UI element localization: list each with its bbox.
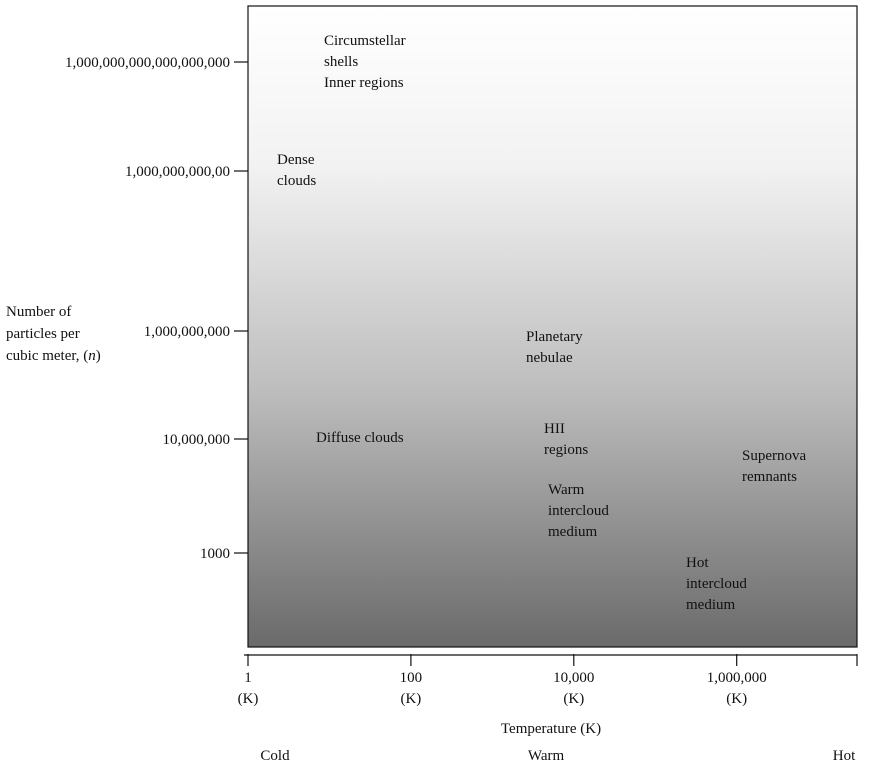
region-label: Diffuse clouds xyxy=(316,430,404,446)
x-tick-label: 100 xyxy=(400,670,423,686)
region-label: Planetary nebulae xyxy=(526,329,583,366)
region-label: Warm intercloud medium xyxy=(548,482,609,540)
extreme-label-hot: Hot xyxy=(833,748,856,764)
y-tick-label: 1,000,000,000,000,000,000 xyxy=(65,55,230,71)
y-tick-label: 1,000,000,000 xyxy=(144,324,230,340)
x-tick-label: 1,000,000 xyxy=(707,670,767,686)
x-axis: 1 (K) 100 (K) 10,000 (K) 1,000,000 (K) xyxy=(238,654,858,707)
extreme-label-warm: Warm xyxy=(528,748,565,764)
x-tick-unit: (K) xyxy=(563,691,584,707)
plot-area xyxy=(247,5,858,648)
x-tick-label: 1 xyxy=(244,670,252,686)
extreme-label-cold: Cold xyxy=(260,748,290,764)
x-tick-unit: (K) xyxy=(400,691,421,707)
x-tick-label: 10,000 xyxy=(553,670,594,686)
region-label: HII regions xyxy=(544,421,588,458)
region-label: Supernova remnants xyxy=(742,448,806,485)
x-axis-title: Temperature (K) xyxy=(501,721,601,737)
x-tick-unit: (K) xyxy=(238,691,259,707)
region-labels: Circumstellar shells Inner regions Dense clo… xyxy=(277,33,806,613)
y-tick-label: 10,000,000 xyxy=(163,432,231,448)
region-label: Dense clouds xyxy=(277,152,316,189)
y-tick-label: 1000 xyxy=(200,546,230,562)
region-label: Hot intercloud medium xyxy=(686,555,747,613)
x-tick-unit: (K) xyxy=(726,691,747,707)
y-tick-label: 1,000,000,000,00 xyxy=(125,164,230,180)
y-axis: 1000 10,000,000 1,000,000,000 1,000,000,000… xyxy=(65,55,248,562)
region-label: Circumstellar shells Inner regions xyxy=(324,33,406,91)
y-axis-title: Number of particles per cubic meter, (n) xyxy=(6,304,101,364)
